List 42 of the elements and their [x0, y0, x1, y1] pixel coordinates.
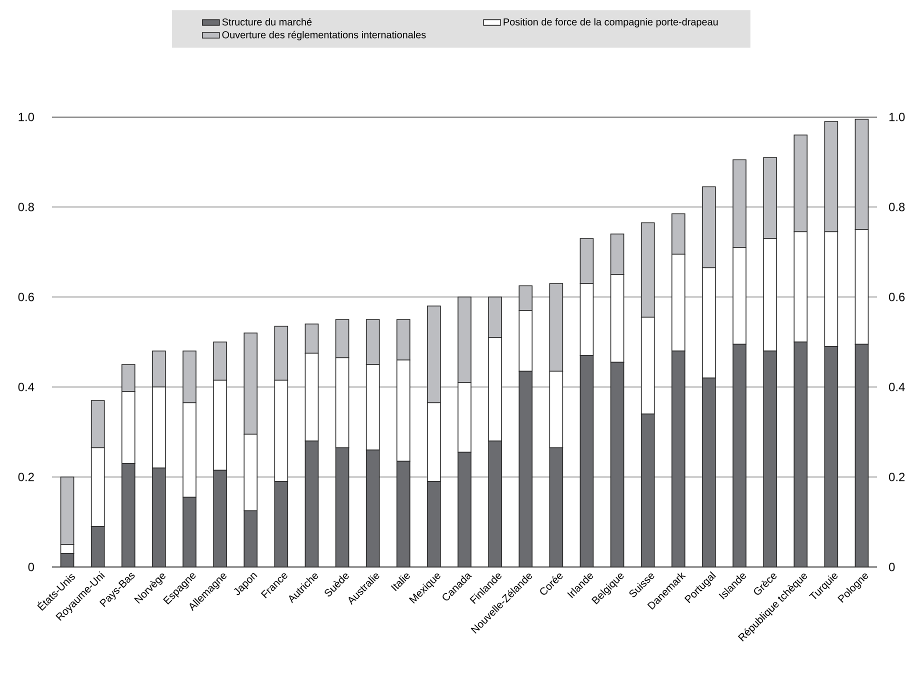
y2-tick-label: 0.4 [889, 382, 905, 392]
bar [610, 362, 624, 567]
bar [824, 346, 838, 567]
bar [488, 440, 502, 567]
bar [580, 355, 594, 567]
y-tick-label: 0.6 [18, 292, 34, 302]
y-tick-label: 0.8 [18, 202, 34, 212]
bar [304, 440, 319, 567]
bar [244, 510, 258, 567]
bar [152, 468, 166, 567]
bar [671, 350, 686, 567]
bar [366, 450, 380, 567]
bar [182, 496, 196, 567]
x-tick-label: Italie [390, 573, 410, 592]
bar [458, 452, 472, 567]
bar [732, 344, 746, 567]
bar [213, 470, 227, 567]
bar [427, 481, 441, 567]
bar [640, 414, 655, 567]
bar [396, 460, 410, 567]
y-tick-label: 0 [28, 562, 34, 572]
bar [335, 447, 350, 567]
legend-label: Structure du marché [222, 18, 312, 26]
bar [121, 463, 136, 567]
y2-tick-label: 0.8 [889, 202, 905, 212]
y2-tick-label: 1.0 [889, 112, 905, 122]
bar [518, 370, 533, 567]
y-tick-label: 0.2 [18, 472, 34, 482]
y-tick-label: 1.0 [18, 112, 34, 122]
bar [549, 447, 564, 567]
legend-label: Ouverture des réglementations internationales [222, 30, 426, 40]
bar [763, 350, 777, 567]
bar [274, 481, 288, 567]
bar [854, 344, 869, 567]
bar [90, 526, 105, 567]
y2-tick-label: 0.6 [889, 292, 905, 302]
bar [702, 378, 716, 567]
bar [794, 342, 808, 567]
y2-tick-label: 0 [889, 562, 895, 572]
y2-tick-label: 0.2 [889, 472, 905, 482]
y-tick-label: 0.4 [18, 382, 34, 392]
legend-label: Position de force de la compagnie porte-drapeau [504, 18, 718, 28]
